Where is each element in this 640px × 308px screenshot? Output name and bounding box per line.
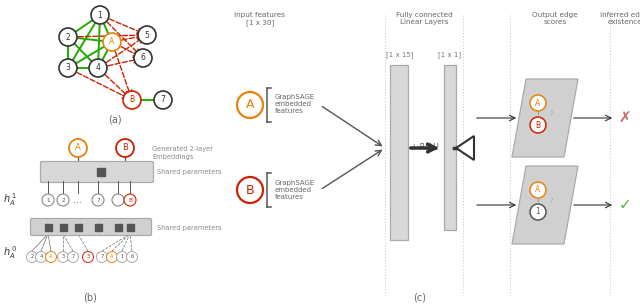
Circle shape	[106, 252, 118, 262]
Circle shape	[45, 252, 56, 262]
Text: A: A	[536, 185, 541, 194]
FancyBboxPatch shape	[31, 218, 152, 236]
FancyBboxPatch shape	[40, 161, 154, 183]
Circle shape	[103, 33, 121, 51]
Circle shape	[134, 49, 152, 67]
Circle shape	[123, 91, 141, 109]
Bar	[95, 224, 102, 230]
Circle shape	[530, 182, 546, 198]
Bar	[390, 65, 408, 240]
Text: B: B	[128, 197, 132, 202]
Circle shape	[530, 204, 546, 220]
Circle shape	[58, 252, 68, 262]
Text: $h_A^{\,0}$: $h_A^{\,0}$	[3, 245, 17, 261]
Text: ✓: ✓	[619, 197, 632, 213]
Circle shape	[127, 252, 138, 262]
Text: 5: 5	[145, 30, 149, 39]
Circle shape	[35, 252, 47, 262]
Text: B: B	[129, 95, 134, 104]
Text: Shared parameters: Shared parameters	[157, 225, 221, 231]
Circle shape	[42, 194, 54, 206]
Text: B: B	[246, 184, 254, 197]
Text: A: A	[110, 254, 114, 260]
Text: 6: 6	[141, 54, 145, 63]
Text: Input features
[1 x 30]: Input features [1 x 30]	[234, 12, 285, 26]
Circle shape	[59, 28, 77, 46]
Text: (b): (b)	[83, 292, 97, 302]
Circle shape	[69, 139, 87, 157]
Polygon shape	[456, 136, 474, 160]
Circle shape	[116, 252, 127, 262]
Circle shape	[26, 252, 38, 262]
Polygon shape	[512, 79, 578, 157]
Text: 4: 4	[39, 254, 43, 260]
Bar	[444, 65, 456, 230]
Circle shape	[89, 59, 107, 77]
Text: Fully connected
Linear Layers: Fully connected Linear Layers	[396, 12, 452, 25]
Text: (a): (a)	[108, 115, 122, 125]
Circle shape	[112, 194, 124, 206]
Circle shape	[59, 59, 77, 77]
Text: 3: 3	[86, 254, 90, 260]
Text: 3: 3	[61, 254, 65, 260]
Text: A: A	[109, 38, 115, 47]
Text: A: A	[536, 99, 541, 107]
Text: [1 x 15]: [1 x 15]	[387, 52, 413, 59]
Text: + ReLU: + ReLU	[411, 144, 439, 152]
Bar	[97, 168, 105, 176]
Bar	[74, 224, 81, 230]
Circle shape	[83, 252, 93, 262]
Text: ...: ...	[74, 195, 83, 205]
Bar	[60, 224, 67, 230]
Text: GraphSAGE
embedded
features: GraphSAGE embedded features	[275, 94, 316, 114]
Text: 7: 7	[161, 95, 165, 104]
Text: B: B	[536, 120, 541, 129]
Text: ?: ?	[549, 198, 553, 204]
Text: [1 x 1]: [1 x 1]	[438, 52, 461, 59]
Text: 1: 1	[98, 10, 102, 19]
Text: 1: 1	[46, 197, 50, 202]
Text: A: A	[75, 144, 81, 152]
Circle shape	[124, 194, 136, 206]
Text: $h_A^{\,1}$: $h_A^{\,1}$	[3, 192, 17, 209]
Text: 3: 3	[65, 63, 70, 72]
Circle shape	[92, 194, 104, 206]
Circle shape	[97, 252, 108, 262]
Text: 2: 2	[61, 197, 65, 202]
Circle shape	[530, 95, 546, 111]
Circle shape	[154, 91, 172, 109]
Text: 6: 6	[131, 254, 134, 260]
Polygon shape	[512, 166, 578, 244]
Text: ?: ?	[549, 111, 553, 117]
Text: GraphSAGE
embedded
features: GraphSAGE embedded features	[275, 180, 316, 200]
Text: A: A	[246, 99, 254, 111]
Text: B: B	[122, 144, 128, 152]
Text: (c): (c)	[413, 292, 426, 302]
Circle shape	[91, 6, 109, 24]
Circle shape	[237, 92, 263, 118]
Circle shape	[237, 177, 263, 203]
Circle shape	[116, 139, 134, 157]
Text: 1: 1	[536, 208, 540, 217]
Text: A: A	[49, 254, 53, 260]
Text: 2: 2	[66, 33, 70, 42]
Text: 7: 7	[100, 254, 104, 260]
Text: Generated 2-layer
Embeddings: Generated 2-layer Embeddings	[152, 147, 213, 160]
Circle shape	[57, 194, 69, 206]
Text: ✗: ✗	[619, 111, 632, 125]
Text: 2: 2	[30, 254, 34, 260]
Bar	[127, 224, 134, 230]
Text: 4: 4	[95, 63, 100, 72]
Text: Shared parameters: Shared parameters	[157, 169, 221, 175]
Bar	[115, 224, 122, 230]
Bar	[45, 224, 51, 230]
Text: 7: 7	[71, 254, 75, 260]
Circle shape	[67, 252, 79, 262]
Circle shape	[138, 26, 156, 44]
Text: Inferred edge
existence: Inferred edge existence	[600, 12, 640, 25]
Circle shape	[530, 117, 546, 133]
Text: Output edge
scores: Output edge scores	[532, 12, 578, 25]
Text: 7: 7	[96, 197, 100, 202]
Text: 1: 1	[120, 254, 124, 260]
